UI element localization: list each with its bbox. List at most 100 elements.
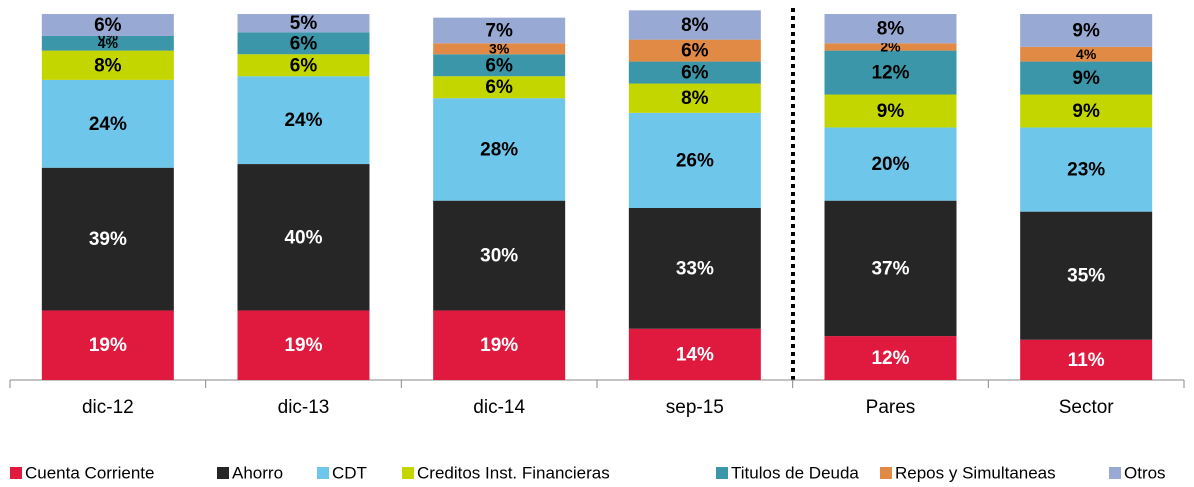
- legend-label: Titulos de Deuda: [731, 463, 859, 482]
- data-label: 24%: [284, 110, 322, 131]
- bar-segment: [628, 10, 761, 40]
- legend-marker: [10, 467, 22, 479]
- data-label: 35%: [1067, 266, 1105, 287]
- bar-segment: [628, 61, 761, 84]
- data-label: 6%: [681, 63, 709, 84]
- legend-marker: [1109, 467, 1121, 479]
- legend-label: CDT: [332, 463, 367, 482]
- bar-segment: [1020, 94, 1153, 128]
- bar-segment: [433, 54, 566, 77]
- data-label: 11%: [1068, 350, 1105, 371]
- data-label: 9%: [1072, 20, 1100, 41]
- data-label: 39%: [89, 229, 127, 250]
- bar-segment: [1020, 14, 1153, 47]
- bar-segment: [433, 98, 566, 201]
- bar-segment: [628, 328, 761, 380]
- data-label: 5%: [290, 13, 318, 34]
- data-label: 8%: [681, 15, 709, 36]
- bar-segment: [628, 83, 761, 113]
- data-label: 33%: [676, 258, 714, 279]
- data-label: 23%: [1067, 160, 1105, 181]
- bar-segment: [824, 336, 957, 380]
- data-label: 4%: [98, 35, 119, 51]
- legend-label: Otros: [1124, 463, 1166, 482]
- bar-segment: [1020, 46, 1153, 62]
- bar-segment: [628, 39, 761, 62]
- bar-segment: [824, 50, 957, 95]
- data-label: 8%: [94, 55, 122, 76]
- bar-segment: [237, 164, 370, 311]
- legend-marker: [402, 467, 414, 479]
- legend-marker: [317, 467, 329, 479]
- legend-marker: [880, 467, 892, 479]
- legend-marker: [716, 467, 728, 479]
- bar-segment: [824, 43, 957, 51]
- bar-segment: [1020, 339, 1153, 380]
- data-label: 7%: [485, 20, 513, 41]
- bar-segment: [433, 17, 566, 44]
- x-tick-label: Pares: [866, 397, 916, 418]
- x-tick-label: dic-14: [473, 397, 525, 418]
- data-label: 12%: [871, 63, 909, 84]
- legend-label: Repos y Simultaneas: [895, 463, 1056, 482]
- data-label: 19%: [89, 335, 127, 356]
- x-tick-label: dic-13: [278, 397, 330, 418]
- data-label: 8%: [877, 19, 905, 40]
- data-label: 9%: [1072, 68, 1100, 89]
- bar-segment: [41, 167, 174, 311]
- bar-segment: [1020, 127, 1153, 212]
- bar-segment: [824, 127, 957, 201]
- data-label: 19%: [284, 335, 322, 356]
- data-label: 20%: [871, 154, 909, 175]
- bar-segment: [433, 200, 566, 311]
- bar-segment: [1020, 211, 1153, 340]
- data-label: 19%: [480, 335, 518, 356]
- data-label: 24%: [89, 114, 127, 135]
- bar-segment: [824, 14, 957, 44]
- bar-segment: [237, 14, 370, 33]
- data-label: 6%: [681, 41, 709, 62]
- data-label: 12%: [871, 348, 909, 369]
- bar-segment: [1020, 61, 1153, 95]
- x-tick-label: Sector: [1059, 397, 1115, 418]
- bar-segment: [237, 32, 370, 55]
- data-label: 9%: [1072, 101, 1100, 122]
- data-label: 40%: [284, 227, 322, 248]
- data-label: 28%: [480, 139, 518, 160]
- data-label: 6%: [94, 15, 122, 36]
- bar-segment: [41, 79, 174, 168]
- legend-label: Creditos Inst. Financieras: [417, 463, 610, 482]
- bar-segment: [433, 76, 566, 99]
- data-label: 6%: [290, 33, 318, 54]
- x-tick-label: dic-12: [82, 397, 134, 418]
- bar-segment: [824, 94, 957, 128]
- data-label: 6%: [485, 77, 513, 98]
- bar-segment: [237, 76, 370, 165]
- legend-label: Cuenta Corriente: [25, 463, 154, 482]
- data-label: 9%: [877, 101, 905, 122]
- data-label: 37%: [871, 258, 909, 279]
- legend-label: Ahorro: [232, 463, 283, 482]
- data-label: 14%: [676, 344, 714, 365]
- x-tick-label: sep-15: [666, 397, 724, 418]
- bar-segment: [41, 50, 174, 80]
- data-label: 4%: [1076, 46, 1097, 62]
- bar-segment: [628, 112, 761, 208]
- data-label: 8%: [681, 88, 709, 109]
- bar-segment: [237, 54, 370, 77]
- bar-segment: [237, 310, 370, 380]
- bar-segment: [628, 207, 761, 329]
- data-label: 30%: [480, 246, 518, 267]
- bar-segment: [824, 200, 957, 337]
- bar-segment: [41, 310, 174, 380]
- bar-segment: [41, 35, 174, 51]
- data-label: 6%: [485, 55, 513, 76]
- data-label: 6%: [290, 55, 318, 76]
- bar-segment: [433, 43, 566, 55]
- data-label: 26%: [676, 150, 714, 171]
- bar-segment: [41, 14, 174, 36]
- legend-marker: [217, 467, 229, 479]
- bar-segment: [433, 310, 566, 380]
- data-label: 3%: [489, 40, 510, 56]
